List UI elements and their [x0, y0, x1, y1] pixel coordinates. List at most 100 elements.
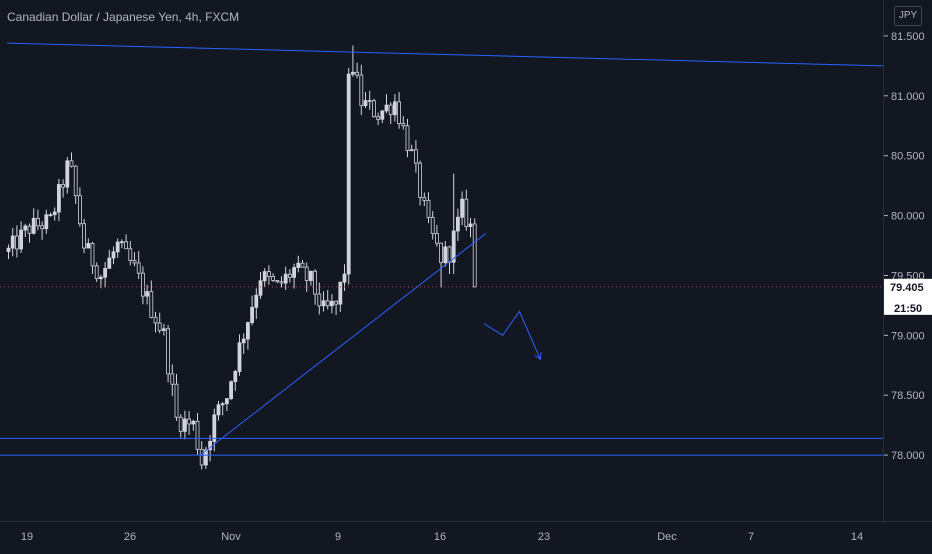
candle: [405, 118, 410, 158]
candle: [187, 411, 192, 435]
projection-path[interactable]: [483, 310, 541, 360]
candle: [308, 270, 313, 286]
candle: [443, 240, 448, 267]
time-tick-label: 19: [21, 531, 33, 543]
candle: [258, 272, 263, 299]
price-tick-label: 78.500: [891, 390, 925, 402]
candle: [94, 262, 99, 283]
candle: [392, 94, 397, 122]
time-tick-label: 16: [434, 531, 446, 543]
time-tick-label: 7: [748, 531, 754, 543]
time-tick-label: 26: [124, 531, 136, 543]
candle: [31, 208, 36, 235]
candle: [355, 62, 360, 79]
current-price-label: 79.405: [890, 282, 924, 294]
candle: [208, 434, 213, 462]
candle: [145, 284, 150, 305]
candle: [195, 413, 200, 455]
candle: [78, 187, 82, 227]
candle: [36, 209, 40, 231]
trend-line[interactable]: [199, 233, 487, 456]
candle: [48, 212, 53, 217]
price-tick-label: 81.000: [891, 91, 925, 103]
bar-countdown-label: 21:50: [894, 303, 922, 315]
candle: [250, 295, 255, 326]
candle: [363, 92, 368, 108]
candle: [61, 179, 65, 198]
candle: [82, 218, 86, 254]
time-tick-label: Dec: [657, 531, 677, 543]
candle: [99, 274, 103, 289]
candle: [464, 189, 469, 231]
candle: [283, 266, 288, 291]
candle: [124, 234, 128, 250]
candle: [69, 152, 74, 168]
candle: [14, 225, 19, 258]
price-tick-label: 80.000: [891, 211, 925, 223]
candle: [317, 282, 322, 315]
candle: [19, 221, 24, 254]
candle: [27, 223, 32, 243]
time-axis[interactable]: 19 26 Nov 9 16 23 Dec 7 14: [21, 531, 863, 543]
candle: [128, 240, 133, 266]
currency-badge[interactable]: JPY: [894, 6, 922, 26]
candle: [40, 221, 44, 240]
time-tick-label: 9: [335, 531, 341, 543]
candle: [262, 268, 267, 288]
candle: [178, 414, 183, 438]
candle: [90, 241, 95, 274]
candle: [329, 294, 334, 314]
candle: [300, 259, 305, 268]
candle: [384, 94, 389, 114]
candle: [346, 67, 351, 285]
candle: [254, 288, 259, 319]
candle: [182, 410, 187, 440]
price-axis[interactable]: 81.50081.00080.50080.00079.50079.00078.5…: [884, 31, 925, 462]
candle: [397, 92, 402, 129]
price-tick-label: 80.500: [891, 151, 925, 163]
candle: [409, 144, 414, 152]
candle: [52, 207, 57, 221]
candle: [279, 276, 284, 288]
candle: [325, 290, 330, 310]
candle: [245, 321, 250, 350]
candle: [6, 244, 11, 260]
candle: [86, 238, 91, 249]
candle: [103, 261, 107, 288]
candle: [136, 250, 141, 280]
candle: [292, 263, 297, 289]
time-tick-label: 14: [851, 531, 863, 543]
candle: [304, 262, 309, 292]
candle: [275, 280, 280, 284]
candle: [57, 178, 61, 222]
candle: [313, 269, 318, 305]
candle: [271, 273, 276, 283]
candle: [23, 223, 28, 238]
candle: [191, 419, 196, 431]
candle: [359, 64, 364, 115]
candle: [266, 265, 271, 285]
candle: [132, 252, 137, 267]
projection-arrowhead: [534, 352, 542, 361]
candle: [388, 102, 393, 125]
candle: [376, 112, 381, 126]
resistance-line[interactable]: [6, 42, 884, 67]
candle: [174, 373, 179, 421]
price-tick-label: 81.500: [891, 31, 925, 43]
candle: [107, 249, 112, 269]
candle: [120, 239, 124, 249]
candle: [350, 45, 355, 77]
candle: [321, 291, 326, 312]
candle: [216, 400, 221, 421]
candle: [220, 402, 225, 416]
candle: [140, 266, 145, 305]
candle: [334, 300, 339, 316]
candle: [287, 268, 292, 283]
candle: [224, 398, 229, 411]
candle: [426, 192, 431, 224]
candle: [237, 334, 242, 376]
candle: [460, 191, 465, 226]
